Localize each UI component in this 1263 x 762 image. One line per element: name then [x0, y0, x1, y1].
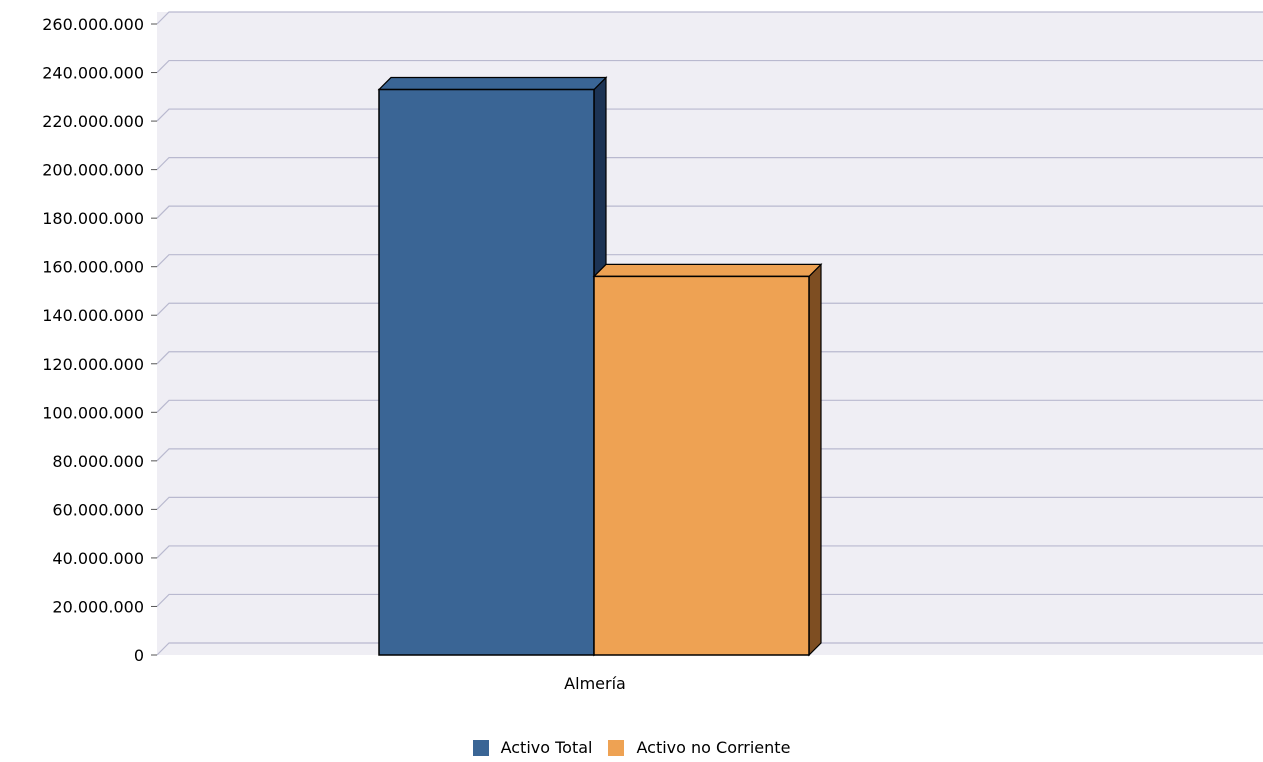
gridline [156, 351, 1263, 365]
bar-chart: 0 20.000.000 40.000.000 60.000.000 80.000.00… [42, 11, 1263, 693]
legend-label-activo-total: Activo Total [500, 738, 593, 757]
bar-top-face [592, 263, 823, 277]
gridlines [151, 11, 1263, 656]
x-tick-label: Almería [564, 674, 626, 693]
legend-item-activo-total: Activo Total [472, 738, 593, 757]
y-tick-label: 180.000.000 [42, 209, 144, 228]
legend-swatch-activo-no-corriente [608, 739, 625, 756]
y-tick-label: 100.000.000 [42, 403, 144, 422]
legend-swatch-activo-total [472, 739, 489, 756]
bar-top-face [377, 76, 608, 91]
legend-label-activo-no-corriente: Activo no Corriente [636, 738, 791, 757]
y-tick-label: 80.000.000 [52, 452, 144, 471]
gridline [156, 448, 1263, 462]
y-axis-tick-labels: 0 20.000.000 40.000.000 60.000.000 80.000.00… [42, 15, 144, 665]
bar-activo-no-corriente [592, 262, 823, 657]
legend: Activo Total Activo no Corriente [0, 738, 1263, 757]
gridline [156, 545, 1263, 559]
bar-front-face [593, 275, 810, 656]
bar-front-face [378, 88, 595, 656]
gridline [156, 302, 1263, 316]
bar-activo-total [377, 76, 608, 657]
y-tick-label: 40.000.000 [52, 549, 144, 568]
gridline [156, 59, 1263, 73]
y-tick-label: 220.000.000 [42, 112, 144, 131]
gridline [156, 157, 1263, 171]
bars [377, 76, 823, 657]
y-tick-label: 240.000.000 [42, 64, 144, 83]
gridline [156, 108, 1263, 122]
gridline [156, 593, 1263, 607]
gridline [156, 399, 1263, 413]
gridline [156, 496, 1263, 510]
y-tick-label: 140.000.000 [42, 306, 144, 325]
y-tick-label: 0 [134, 646, 144, 665]
x-axis-tick-labels: Almería [564, 674, 626, 693]
gridline [156, 205, 1263, 219]
gridline [156, 11, 1263, 25]
y-tick-label: 60.000.000 [52, 500, 144, 519]
y-tick-label: 260.000.000 [42, 15, 144, 34]
bar-side-face [808, 262, 822, 657]
gridline [156, 254, 1263, 268]
gridline [156, 642, 1263, 656]
y-tick-label: 160.000.000 [42, 258, 144, 277]
y-tick-label: 20.000.000 [52, 597, 144, 616]
y-tick-label: 200.000.000 [42, 161, 144, 180]
y-tick-label: 120.000.000 [42, 355, 144, 374]
legend-item-activo-no-corriente: Activo no Corriente [608, 738, 790, 757]
